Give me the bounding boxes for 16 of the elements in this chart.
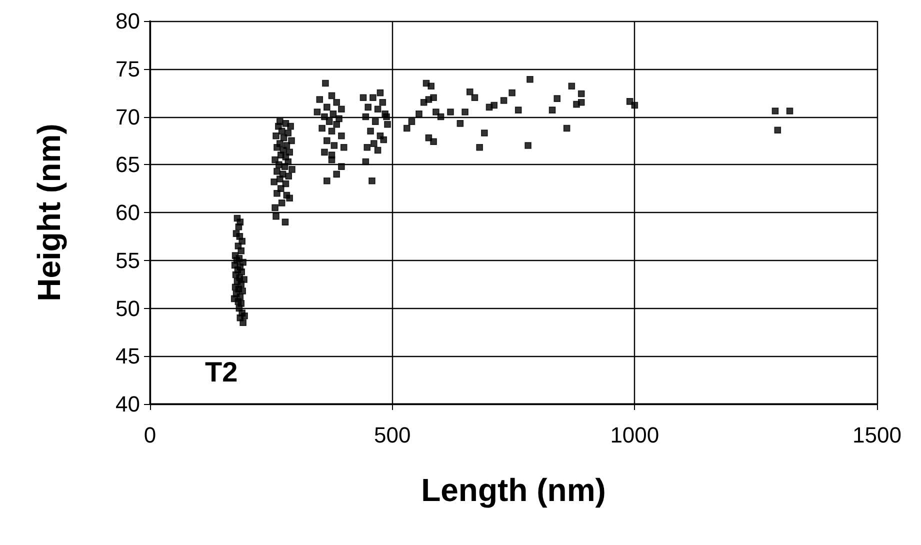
y-tick-label: 70 xyxy=(116,104,140,130)
y-tick-label: 60 xyxy=(116,200,140,225)
annotation: T2 xyxy=(205,356,238,388)
y-tick-label: 50 xyxy=(116,296,140,321)
y-tick-label: 45 xyxy=(116,344,140,369)
x-tick-label: 0 xyxy=(144,422,156,448)
y-tick-label: 80 xyxy=(116,8,140,34)
y-tick-label: 55 xyxy=(116,248,140,273)
y-tick-label: 75 xyxy=(116,56,140,82)
y-tick-label: 40 xyxy=(116,392,140,416)
x-tick-label: 500 xyxy=(374,422,411,448)
y-axis-title: Height (nm) xyxy=(31,124,67,302)
y-tick-label: 65 xyxy=(116,152,140,178)
x-tick-label: 1000 xyxy=(610,422,660,448)
x-tick-label: 1500 xyxy=(852,422,902,448)
x-axis-title: Length (nm) xyxy=(421,472,606,508)
